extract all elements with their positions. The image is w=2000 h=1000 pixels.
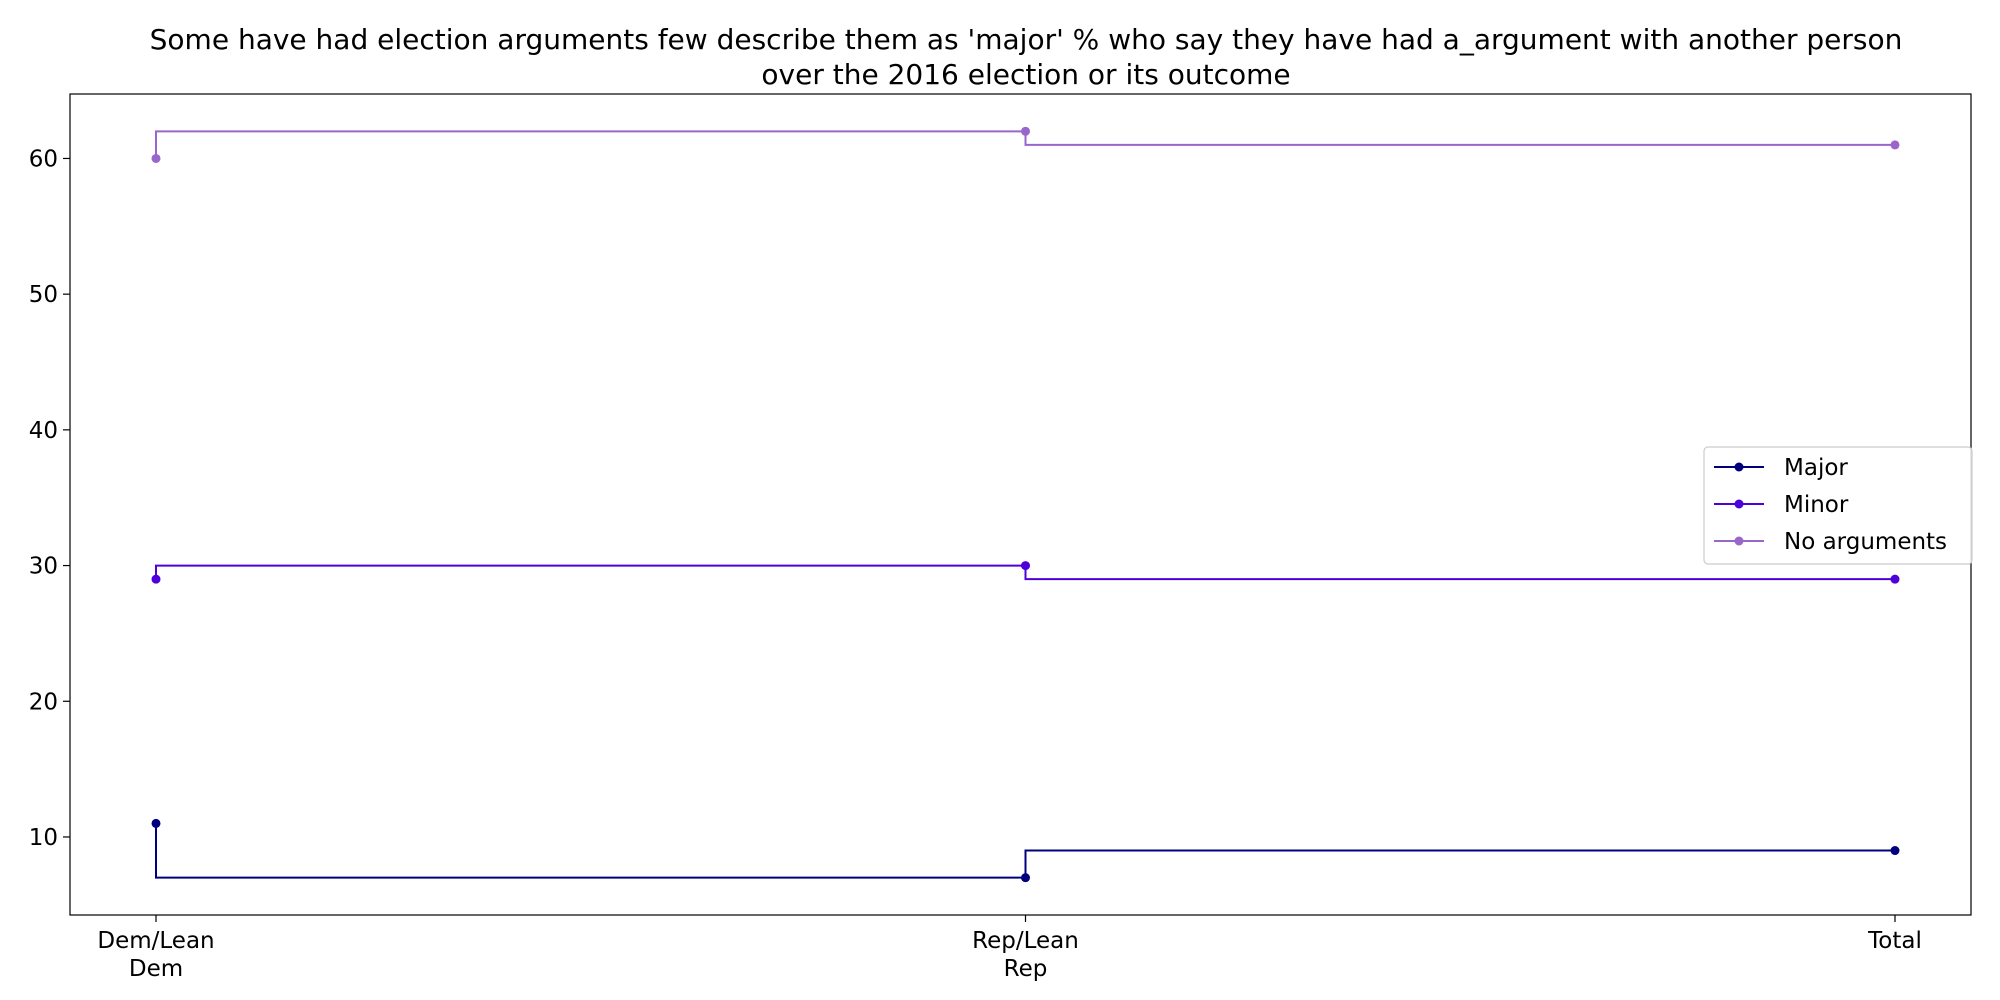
- series-line: [155, 130, 1895, 159]
- legend-marker: [1734, 499, 1744, 509]
- plot-area-frame: [69, 93, 1972, 916]
- series-no-arguments: [151, 126, 1900, 163]
- data-point: [1890, 140, 1900, 150]
- legend: Major Minor No arguments: [1703, 446, 1973, 565]
- legend-item: No arguments: [1714, 529, 1947, 555]
- series-major: [151, 818, 1900, 883]
- x-tick-label: Total: [1867, 928, 1922, 954]
- legend-label: Major: [1784, 455, 1848, 481]
- data-point: [151, 574, 161, 584]
- legend-item: Major: [1714, 455, 1848, 481]
- series-minor: [151, 561, 1900, 584]
- y-tick-label: 40: [29, 418, 58, 444]
- data-point: [1890, 846, 1900, 856]
- chart-title: Some have had election arguments few des…: [150, 23, 1903, 91]
- x-tick-label: Dem/Lean: [97, 928, 214, 954]
- legend-item: Minor: [1714, 492, 1849, 518]
- legend-box: [1703, 446, 1973, 565]
- y-tick-label: 10: [29, 825, 58, 851]
- y-tick-label: 50: [29, 282, 58, 308]
- chart-title-line: over the 2016 election or its outcome: [761, 58, 1290, 91]
- data-point: [1021, 561, 1030, 571]
- series-group: [151, 126, 1900, 883]
- data-point: [151, 818, 161, 828]
- chart-title-line: Some have had election arguments few des…: [150, 23, 1903, 56]
- y-tick-label: 60: [29, 146, 58, 172]
- data-point: [151, 153, 161, 163]
- y-tick-label: 30: [29, 554, 58, 580]
- series-line: [155, 823, 1895, 879]
- x-tick-label: Rep: [1004, 956, 1048, 982]
- x-tick-label: Rep/Lean: [972, 928, 1079, 954]
- y-axis: 10 20 30 40 50 60: [29, 146, 70, 851]
- x-tick-label: Dem: [129, 956, 183, 982]
- data-point: [1021, 873, 1030, 883]
- legend-label: Minor: [1784, 492, 1849, 518]
- legend-marker: [1734, 536, 1744, 546]
- data-point: [1890, 574, 1900, 584]
- data-point: [1021, 126, 1030, 136]
- series-line: [155, 564, 1895, 581]
- legend-label: No arguments: [1784, 529, 1947, 555]
- legend-marker: [1734, 462, 1744, 472]
- y-tick-label: 20: [29, 689, 58, 715]
